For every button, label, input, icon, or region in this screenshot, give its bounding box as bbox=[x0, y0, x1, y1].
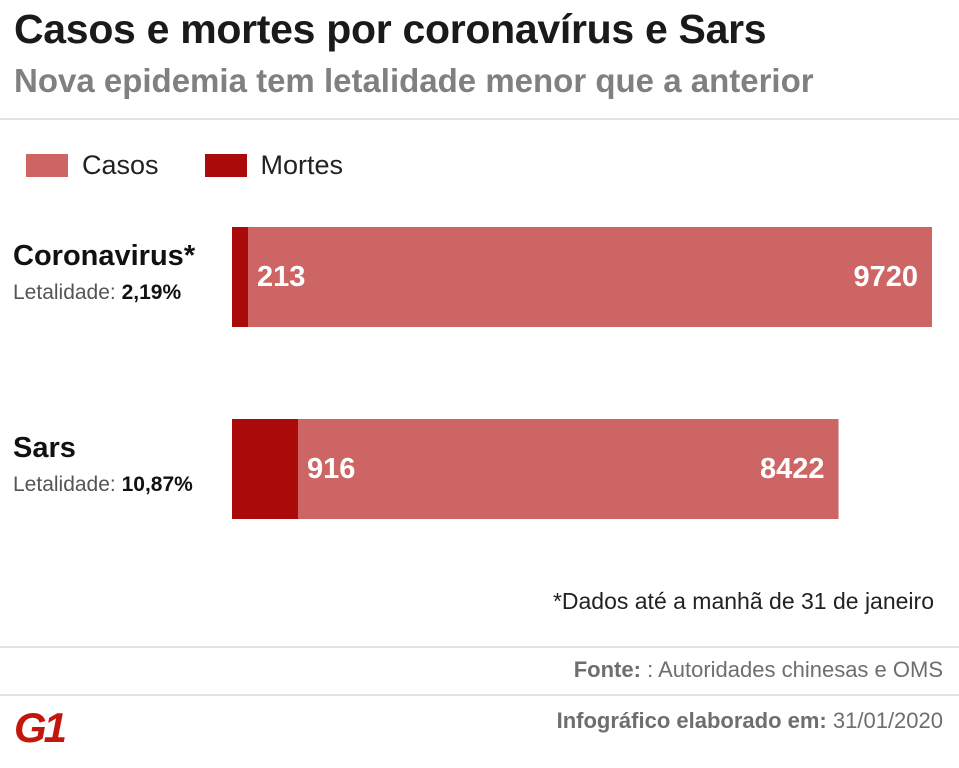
source-text: : Autoridades chinesas e OMS bbox=[647, 657, 943, 682]
bar-label-cases-coronavirus: 9720 bbox=[853, 261, 918, 293]
row-label-coronavirus: Coronavirus* Letalidade: 2,19% bbox=[13, 240, 195, 305]
legend-swatch-deaths bbox=[204, 154, 247, 177]
row-name-coronavirus: Coronavirus* bbox=[13, 240, 196, 272]
legend-item-cases: Casos bbox=[26, 150, 159, 181]
bar-cases-sars bbox=[232, 419, 839, 519]
row-name-sars: Sars bbox=[13, 432, 76, 464]
footnote: *Dados até a manhã de 31 de janeiro bbox=[552, 588, 934, 614]
credit-line: Infográfico elaborado em: 31/01/2020 bbox=[557, 708, 943, 734]
legend-swatch-cases bbox=[26, 154, 68, 177]
credit-date: 31/01/2020 bbox=[832, 708, 943, 733]
source-label: Fonte: bbox=[573, 657, 641, 682]
bar-deaths-coronavirus bbox=[232, 227, 248, 327]
row-label-sars: Sars Letalidade: 10,87% bbox=[13, 432, 193, 497]
legend: Casos Mortes bbox=[26, 150, 389, 181]
footer-divider-top bbox=[0, 646, 959, 648]
lethality-label: Letalidade: bbox=[13, 281, 116, 304]
lethality-sars: Letalidade: 10,87% bbox=[13, 473, 193, 497]
lethality-value: 2,19% bbox=[121, 281, 182, 304]
lethality-coronavirus: Letalidade: 2,19% bbox=[13, 281, 195, 305]
bar-chart: 213 9720 916 8422 bbox=[232, 227, 932, 519]
bar-deaths-sars bbox=[232, 419, 298, 519]
legend-label-cases: Casos bbox=[82, 150, 159, 180]
chart-subtitle: Nova epidemia tem letalidade menor que a… bbox=[14, 62, 814, 99]
legend-item-deaths: Mortes bbox=[204, 150, 344, 181]
source-line: Fonte: : Autoridades chinesas e OMS bbox=[574, 657, 943, 683]
bar-cases-coronavirus bbox=[232, 227, 932, 327]
legend-label-deaths: Mortes bbox=[260, 150, 344, 180]
g1-logo-text: G1 bbox=[14, 706, 66, 748]
g1-logo: G1 bbox=[14, 706, 69, 748]
bar-label-cases-sars: 8422 bbox=[760, 453, 825, 485]
bar-label-deaths-coronavirus: 213 bbox=[257, 261, 305, 293]
chart-title: Casos e mortes por coronavírus e Sars bbox=[14, 6, 767, 52]
credit-label: Infográfico elaborado em: bbox=[556, 708, 827, 733]
lethality-value: 10,87% bbox=[121, 473, 193, 496]
header-divider bbox=[0, 118, 959, 120]
lethality-label: Letalidade: bbox=[13, 473, 116, 496]
bar-label-deaths-sars: 916 bbox=[307, 453, 355, 485]
footer-divider-bottom bbox=[0, 694, 959, 696]
